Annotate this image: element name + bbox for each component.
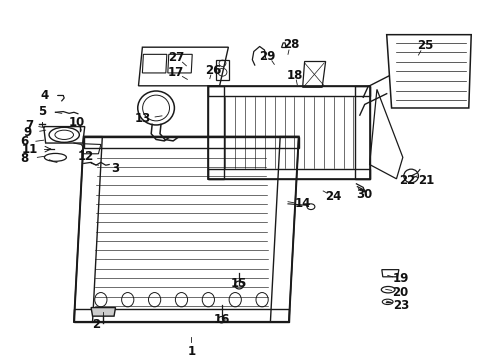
Text: 5: 5 (38, 105, 47, 118)
Text: 25: 25 (417, 39, 434, 52)
Polygon shape (91, 307, 116, 316)
Text: 2: 2 (92, 318, 100, 331)
Text: 11: 11 (22, 143, 38, 156)
Text: 10: 10 (68, 116, 85, 129)
Text: 9: 9 (24, 126, 32, 139)
Text: 22: 22 (399, 174, 416, 187)
Text: 20: 20 (392, 286, 409, 299)
Text: 7: 7 (25, 120, 33, 132)
Text: 16: 16 (213, 312, 230, 325)
Text: 13: 13 (134, 112, 150, 125)
Text: 30: 30 (357, 188, 373, 201)
Text: 1: 1 (187, 345, 196, 358)
Text: 15: 15 (231, 278, 247, 291)
Text: 4: 4 (41, 89, 49, 102)
Text: 21: 21 (417, 174, 434, 187)
Text: 14: 14 (294, 197, 311, 210)
Text: 28: 28 (283, 38, 299, 51)
Text: 12: 12 (78, 150, 95, 163)
Text: 6: 6 (20, 135, 28, 148)
Text: 23: 23 (393, 299, 410, 312)
Text: 24: 24 (325, 190, 341, 203)
Text: 3: 3 (111, 162, 120, 175)
Text: 18: 18 (287, 69, 303, 82)
Text: 8: 8 (20, 152, 28, 165)
Text: 26: 26 (205, 64, 221, 77)
Text: 29: 29 (259, 50, 275, 63)
Text: 19: 19 (392, 273, 409, 285)
Text: 27: 27 (169, 51, 185, 64)
Text: 17: 17 (168, 67, 184, 80)
